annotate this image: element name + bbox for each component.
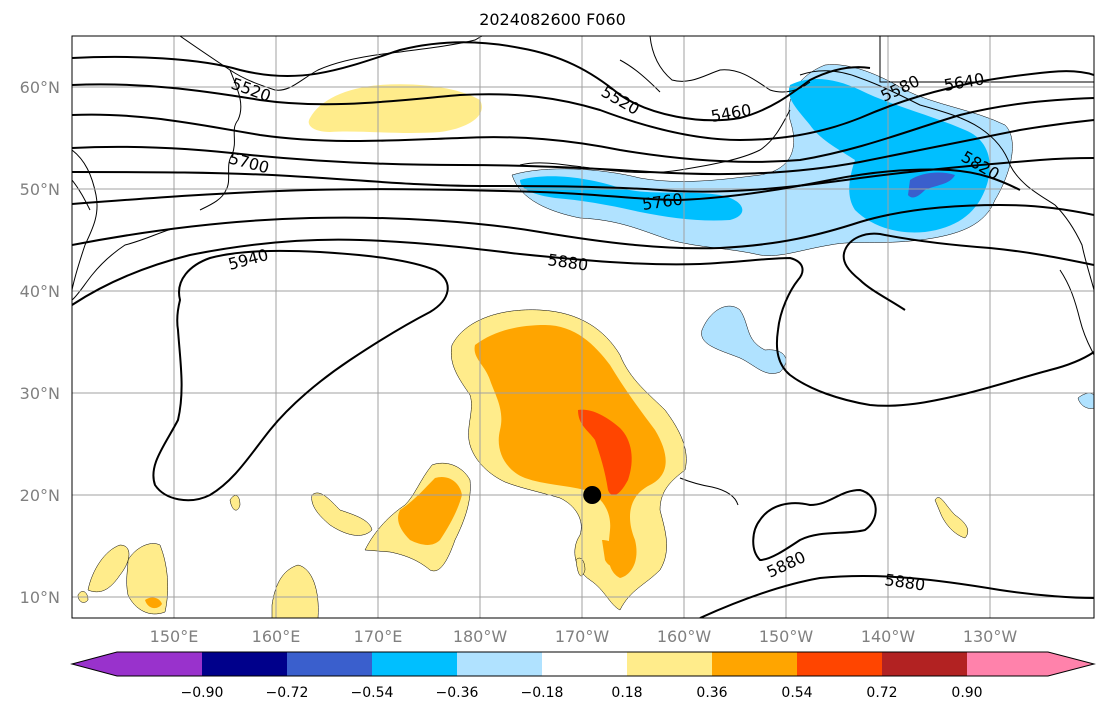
- map-title: 2024082600 F060: [479, 10, 626, 29]
- positive-anomaly-shading: [77, 84, 969, 618]
- lon-label: 160°E: [252, 627, 301, 646]
- colorbar-segment: [117, 652, 202, 676]
- colorbar-tick-label: 0.36: [696, 685, 727, 701]
- colorbar-outline: [70, 651, 1096, 677]
- colorbar-low-extend: [72, 652, 117, 676]
- lat-label: 60°N: [20, 78, 60, 97]
- lon-label: 180°W: [453, 627, 508, 646]
- lat-label: 30°N: [20, 384, 60, 403]
- lon-label: 160°W: [657, 627, 712, 646]
- lat-label: 40°N: [20, 282, 60, 301]
- colorbar: [70, 651, 1096, 677]
- lon-label: 130°W: [963, 627, 1018, 646]
- lon-label: 170°E: [354, 627, 403, 646]
- lat-label: 20°N: [20, 486, 60, 505]
- colorbar-tick-label: 0.54: [781, 685, 812, 701]
- colorbar-tick-label: −0.36: [436, 685, 479, 701]
- colorbar-segment: [797, 652, 882, 676]
- colorbar-segment: [372, 652, 457, 676]
- latitude-labels: 60°N 50°N 40°N 30°N 20°N 10°N: [20, 78, 60, 607]
- colorbar-tick-label: −0.90: [181, 685, 224, 701]
- colorbar-segment: [712, 652, 797, 676]
- location-marker: [583, 486, 602, 504]
- colorbar-tick-label: −0.72: [266, 685, 309, 701]
- colorbar-tick-label: −0.18: [521, 685, 564, 701]
- map-frame: [71, 35, 1095, 619]
- colorbar-high-extend: [1048, 652, 1094, 676]
- lon-label: 140°W: [861, 627, 916, 646]
- map-plot-area: 5520 5520 5460 5580 5640 5700 5760 5820 …: [72, 36, 1094, 618]
- lon-label: 150°E: [150, 627, 199, 646]
- colorbar-segment: [287, 652, 372, 676]
- colorbar-segment: [457, 652, 542, 676]
- colorbar-tick-label: 0.18: [611, 685, 642, 701]
- coastlines: [72, 36, 1094, 506]
- longitude-labels: 150°E 160°E 170°E 180°W 170°W 160°W 150°…: [150, 627, 1018, 646]
- colorbar-segment: [967, 652, 1048, 676]
- lat-label: 50°N: [20, 180, 60, 199]
- lon-label: 170°W: [555, 627, 610, 646]
- colorbar-tick-labels: −0.90 −0.72 −0.54 −0.36 −0.18 0.18 0.36 …: [181, 685, 983, 701]
- colorbar-segment: [202, 652, 287, 676]
- lon-label: 150°W: [759, 627, 814, 646]
- colorbar-segment: [882, 652, 967, 676]
- colorbar-tick-label: 0.72: [866, 685, 897, 701]
- height-contours: [72, 41, 1094, 618]
- colorbar-segment: [542, 652, 627, 676]
- colorbar-tick-label: 0.90: [951, 685, 982, 701]
- gridlines: [72, 36, 1094, 618]
- colorbar-segment: [627, 652, 712, 676]
- colorbar-tick-label: −0.54: [351, 685, 394, 701]
- lat-label: 10°N: [20, 588, 60, 607]
